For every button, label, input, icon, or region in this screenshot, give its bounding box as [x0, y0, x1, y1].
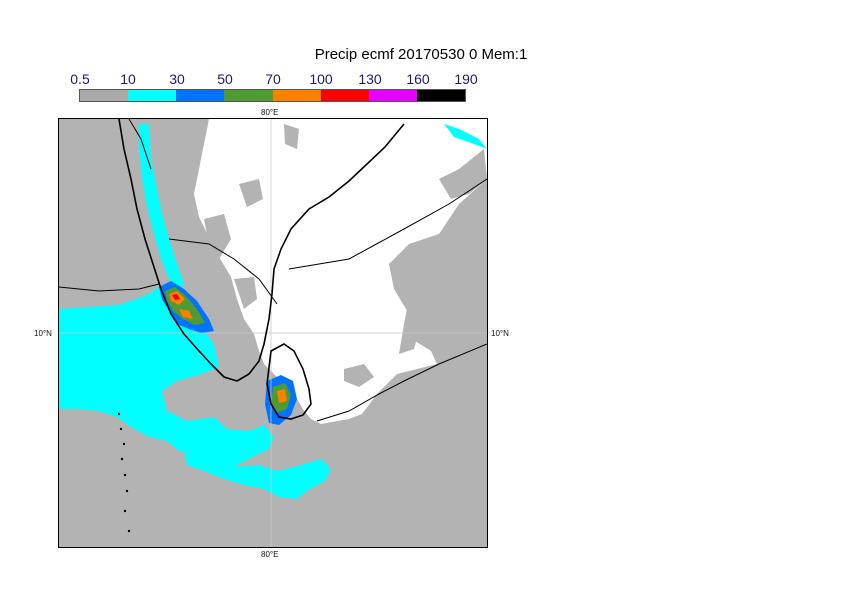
atoll: [123, 473, 127, 477]
legend-label-0: 0.5: [70, 71, 90, 87]
atoll: [122, 442, 126, 446]
legend-label-5: 100: [309, 71, 333, 87]
precip-patch-east-1: [399, 229, 464, 354]
state-border-4: [316, 343, 487, 422]
legend-label-4: 70: [265, 71, 281, 87]
legend-label-7: 160: [406, 71, 430, 87]
state-border-2: [288, 178, 487, 270]
state-border-5: [128, 119, 152, 170]
india-east-coastline: [236, 123, 405, 382]
very-heavy-rain-sri-lanka: [277, 389, 287, 403]
legend-label-8: 190: [454, 71, 478, 87]
legend-swatch-4: [272, 90, 321, 101]
legend-label-3: 50: [217, 71, 233, 87]
legend-swatch-7: [416, 90, 465, 101]
maldives-atolls: [117, 412, 131, 533]
map-canvas: [59, 119, 487, 547]
light-rain-coast-strip: [139, 124, 184, 291]
bottom-lon-label: 80°E: [261, 550, 279, 559]
atoll: [127, 529, 131, 533]
intense-rain-kerala: [172, 294, 180, 300]
legend-label-6: 130: [358, 71, 382, 87]
legend-swatch-3: [224, 90, 273, 101]
legend-swatch-6: [368, 90, 417, 101]
atoll: [119, 427, 123, 431]
state-border-1: [59, 283, 160, 292]
precip-patch-east-3: [344, 364, 374, 387]
india-west-coastline: [118, 119, 238, 382]
legend-colorbar: [79, 89, 466, 102]
legend-swatch-1: [128, 90, 177, 101]
top-lon-label: 80°E: [261, 108, 279, 117]
atoll: [125, 489, 129, 493]
legend-label-2: 30: [169, 71, 185, 87]
legend-swatch-5: [320, 90, 369, 101]
precip-patch-interior-2: [234, 277, 257, 309]
right-lat-label: 10°N: [491, 329, 509, 338]
precip-patch-interior-4: [239, 179, 263, 207]
light-rain-northeast: [444, 124, 487, 149]
map-panel: [58, 118, 488, 548]
atoll: [120, 457, 124, 461]
legend-labels: 0.5 10 30 50 70 100 130 160 190: [60, 71, 490, 89]
atoll: [123, 509, 127, 513]
figure-title: Precip ecmf 20170530 0 Mem:1: [314, 46, 528, 63]
light-rain-south: [184, 451, 331, 499]
atoll: [117, 412, 121, 416]
precip-patch-interior-1: [204, 214, 231, 259]
legend-label-1: 10: [120, 71, 136, 87]
light-rain-arabian-sea: [59, 287, 274, 467]
legend-swatch-2: [176, 90, 225, 101]
left-lat-label: 10°N: [34, 329, 52, 338]
state-border-3: [168, 238, 278, 305]
sri-lanka-coastline: [266, 343, 312, 420]
legend-swatch-0: [80, 90, 129, 101]
precip-patch-interior-3: [284, 124, 299, 149]
